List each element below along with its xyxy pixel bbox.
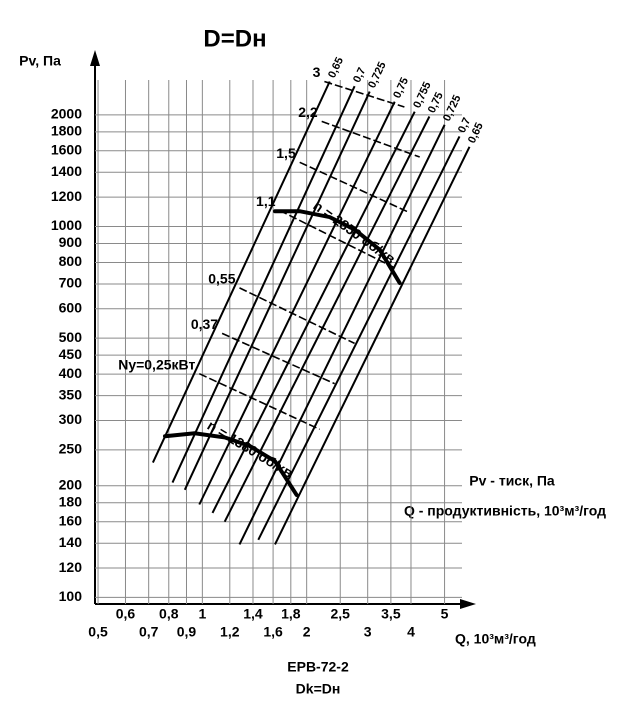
x-tick-label: 3 xyxy=(364,624,372,640)
y-axis-label: Pv, Па xyxy=(19,53,61,69)
x-tick-label: 5 xyxy=(441,606,449,622)
power-label: 1,5 xyxy=(276,145,296,161)
efficiency-line xyxy=(257,135,461,541)
y-tick-label: 900 xyxy=(59,234,83,250)
y-tick-label: 250 xyxy=(59,441,83,457)
power-line xyxy=(321,120,420,158)
footer-text: ЕРВ-72-2 xyxy=(287,659,349,675)
y-tick-label: 160 xyxy=(59,512,83,528)
efficiency-line xyxy=(183,91,371,491)
x-tick-label: 0,8 xyxy=(159,606,179,622)
y-tick-label: 600 xyxy=(59,299,83,315)
efficiency-line xyxy=(151,81,331,464)
y-tick-label: 800 xyxy=(59,253,83,269)
efficiency-line xyxy=(171,85,356,484)
efficiency-label: 0,7 xyxy=(456,116,473,135)
y-tick-label: 120 xyxy=(59,559,83,575)
power-line xyxy=(324,80,405,108)
y-tick-label: 140 xyxy=(59,534,83,550)
x-tick-label: 0,6 xyxy=(116,606,136,622)
efficiency-line xyxy=(223,116,431,523)
x-tick-label: 2 xyxy=(303,624,311,640)
power-line xyxy=(239,287,355,345)
y-tick-label: 1000 xyxy=(51,217,82,233)
x-tick-label: 1,4 xyxy=(243,606,263,622)
power-line xyxy=(198,372,320,431)
efficiency-line xyxy=(198,101,396,505)
x-axis-arrow xyxy=(460,599,476,609)
power-line xyxy=(221,332,336,385)
y-tick-label: 200 xyxy=(59,476,83,492)
y-tick-label: 180 xyxy=(59,493,83,509)
y-tick-label: 2000 xyxy=(51,106,82,122)
power-label: 1,1 xyxy=(256,193,276,209)
efficiency-label: 0,7 xyxy=(351,66,368,85)
y-tick-label: 700 xyxy=(59,275,83,291)
legend-note: Q - продуктивність, 10³м³/год xyxy=(404,503,606,519)
fan-curve xyxy=(273,209,402,285)
efficiency-line xyxy=(274,146,471,545)
power-label: 0,55 xyxy=(208,271,235,287)
power-label: 2,2 xyxy=(298,104,318,120)
x-tick-label: 3,5 xyxy=(381,606,401,622)
power-line xyxy=(299,161,410,214)
power-label: 0,37 xyxy=(191,316,218,332)
chart-title: D=Dн xyxy=(203,25,266,52)
efficiency-line xyxy=(238,124,446,545)
y-tick-label: 500 xyxy=(59,329,83,345)
efficiency-label: 0,725 xyxy=(366,60,389,90)
efficiency-label: 0,65 xyxy=(326,56,346,80)
x-tick-label: 1 xyxy=(198,606,206,622)
footer-text: Dk=Dн xyxy=(296,681,341,697)
y-tick-label: 400 xyxy=(59,365,83,381)
x-tick-label: 0,5 xyxy=(88,624,108,640)
x-tick-label: 0,9 xyxy=(177,624,197,640)
x-tick-label: 1,6 xyxy=(263,624,283,640)
x-tick-label: 0,7 xyxy=(139,624,159,640)
y-tick-label: 100 xyxy=(59,588,83,604)
y-tick-label: 1400 xyxy=(51,163,82,179)
legend-note: Pv - тиск, Па xyxy=(469,473,555,489)
y-axis-arrow xyxy=(90,50,100,66)
power-label: Ny=0,25кВт xyxy=(118,356,195,372)
y-tick-label: 300 xyxy=(59,411,83,427)
power-label: 3 xyxy=(313,64,321,80)
efficiency-label: 0,75 xyxy=(391,76,411,100)
fan-curve xyxy=(163,431,299,497)
y-tick-label: 450 xyxy=(59,346,83,362)
y-tick-label: 350 xyxy=(59,386,83,402)
x-tick-label: 2,5 xyxy=(331,606,351,622)
y-tick-label: 1800 xyxy=(51,123,82,139)
y-tick-label: 1600 xyxy=(51,142,82,158)
x-tick-label: 1,2 xyxy=(220,624,240,640)
x-tick-label: 1,8 xyxy=(281,606,301,622)
x-axis-label: Q, 10³м³/год xyxy=(455,631,536,647)
y-tick-label: 1200 xyxy=(51,188,82,204)
x-tick-label: 4 xyxy=(407,624,415,640)
